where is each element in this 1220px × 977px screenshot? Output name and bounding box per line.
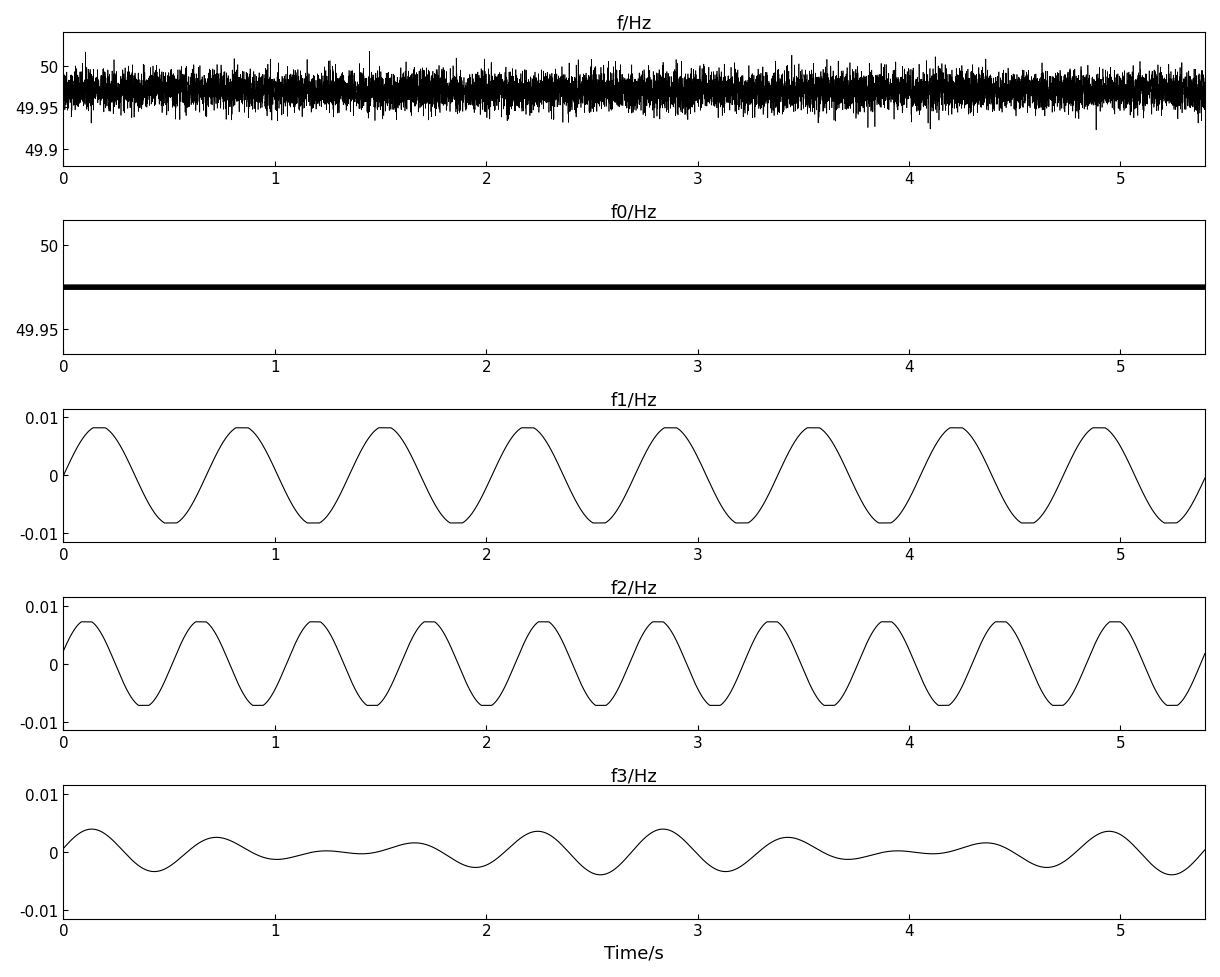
Title: f2/Hz: f2/Hz <box>611 579 658 597</box>
Title: f0/Hz: f0/Hz <box>611 203 658 221</box>
Title: f/Hz: f/Hz <box>616 15 651 33</box>
X-axis label: Time/s: Time/s <box>604 944 664 962</box>
Title: f3/Hz: f3/Hz <box>611 767 658 786</box>
Title: f1/Hz: f1/Hz <box>611 391 658 409</box>
